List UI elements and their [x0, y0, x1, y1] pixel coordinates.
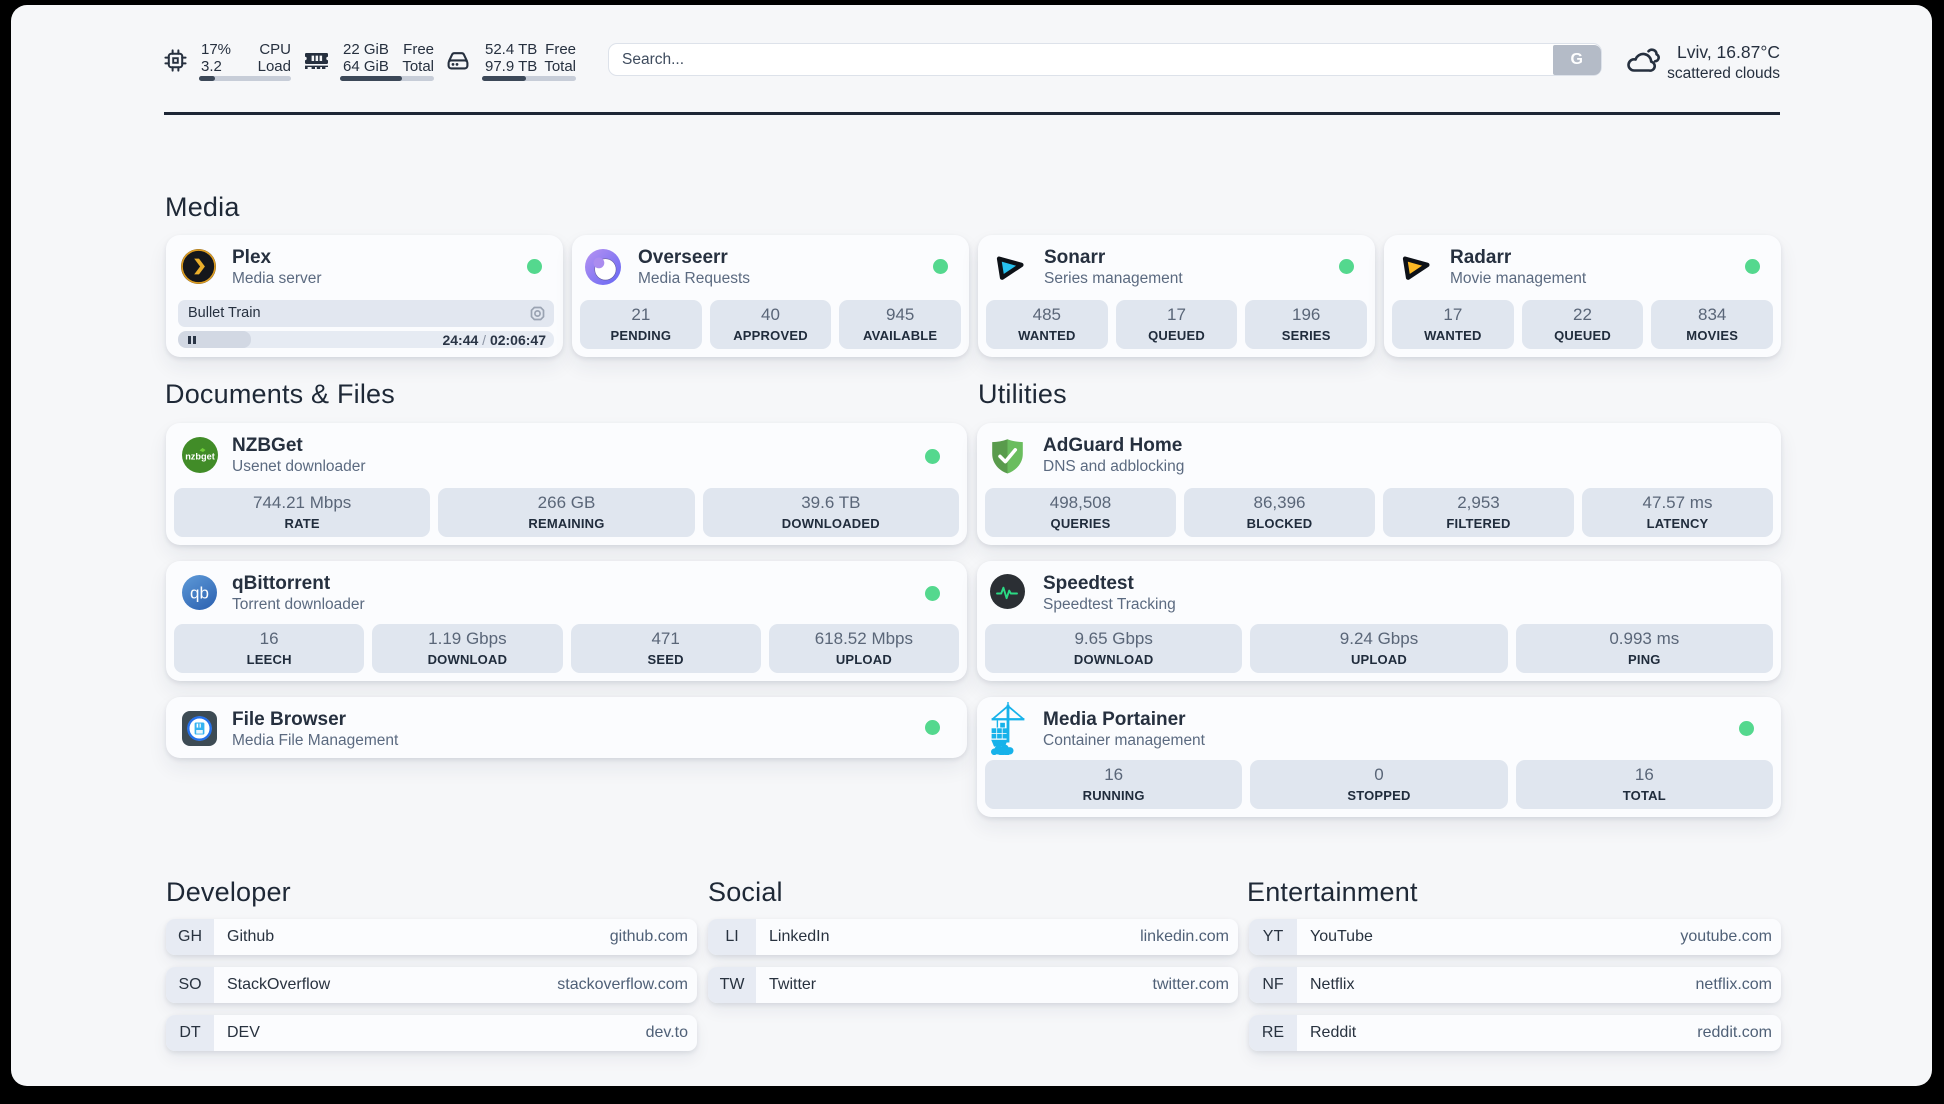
svg-text:nzbget: nzbget	[185, 452, 215, 462]
svg-text:qb: qb	[190, 584, 209, 603]
